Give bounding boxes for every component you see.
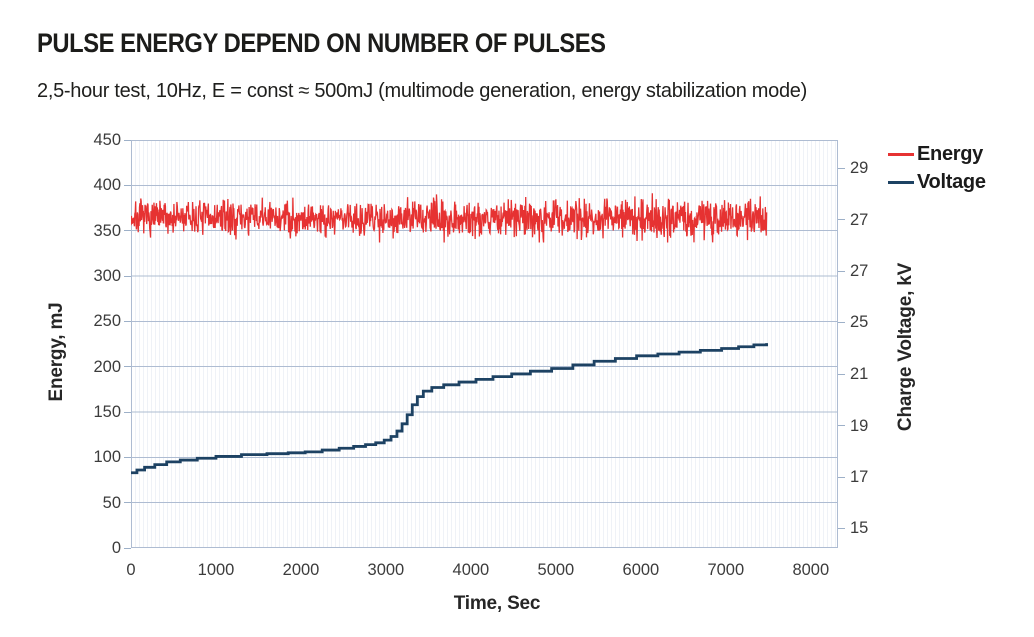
y-left-tick-mark — [124, 139, 131, 141]
y-right-tick-label: 25 — [850, 313, 869, 332]
legend: Energy Voltage — [888, 140, 986, 196]
y-right-tick-mark — [838, 373, 845, 375]
x-tick-label: 7000 — [707, 561, 745, 579]
y-right-tick-mark — [838, 476, 845, 478]
y-right-tick-mark — [838, 321, 845, 323]
y-right-tick-label: 27 — [850, 210, 869, 229]
y-right-tick-label: 17 — [850, 468, 869, 486]
y-left-tick-mark — [124, 366, 131, 368]
x-tick-label: 6000 — [622, 561, 660, 579]
x-tick-label: 4000 — [452, 561, 490, 579]
y-right-axis-title: Charge Voltage, kV — [895, 262, 916, 432]
y-left-tick-label: 400 — [93, 176, 121, 195]
y-right-tick-label: 21 — [850, 365, 869, 384]
chart-title: PULSE ENERGY DEPEND ON NUMBER OF PULSES — [37, 28, 606, 58]
x-tick-label: 1000 — [197, 561, 235, 579]
y-right-tick-mark — [838, 270, 845, 272]
y-right-tick-mark — [838, 219, 845, 221]
y-left-tick-mark — [124, 502, 131, 504]
legend-item-voltage: Voltage — [888, 168, 986, 196]
x-tick-label: 2000 — [282, 561, 320, 579]
y-right-tick-label: 27 — [850, 262, 869, 280]
x-tick-label: 0 — [126, 561, 136, 579]
voltage-line-swatch-icon — [888, 180, 914, 184]
y-left-tick-mark — [124, 320, 131, 322]
y-left-tick-label: 250 — [93, 312, 121, 331]
y-left-tick-label: 100 — [93, 448, 121, 467]
legend-item-energy: Energy — [888, 140, 986, 168]
y-left-tick-label: 200 — [93, 357, 121, 376]
y-left-tick-mark — [124, 456, 131, 458]
chart-subtitle: 2,5-hour test, 10Hz, E = const ≈ 500mJ (… — [37, 80, 807, 102]
x-tick-label: 5000 — [537, 561, 575, 579]
energy-legend-label: Energy — [917, 142, 984, 165]
y-left-tick-mark — [124, 547, 131, 549]
y-left-tick-mark — [124, 411, 131, 413]
y-right-tick-label: 15 — [850, 519, 869, 538]
y-left-tick-mark — [124, 275, 131, 277]
y-left-tick-mark — [124, 184, 131, 186]
y-right-tick-mark — [838, 425, 845, 427]
plot-series-svg — [131, 140, 838, 548]
voltage-legend-label: Voltage — [917, 170, 986, 193]
plot-area — [131, 140, 838, 548]
y-left-tick-label: 0 — [111, 539, 121, 557]
x-tick-label: 8000 — [792, 561, 830, 579]
x-axis-title: Time, Sec — [453, 593, 541, 614]
y-right-tick-mark — [838, 527, 845, 529]
y-left-tick-label: 50 — [102, 493, 121, 512]
y-left-tick-label: 300 — [93, 267, 121, 285]
y-right-tick-mark — [838, 167, 845, 169]
y-left-axis-title: Energy, mJ — [46, 302, 67, 402]
y-right-tick-label: 19 — [850, 416, 869, 435]
y-left-tick-label: 150 — [93, 403, 121, 421]
y-left-tick-label: 350 — [93, 221, 121, 240]
y-left-tick-label: 450 — [93, 131, 121, 149]
y-left-tick-mark — [124, 230, 131, 232]
y-right-tick-label: 29 — [850, 159, 869, 177]
x-tick-label: 3000 — [367, 561, 405, 579]
energy-line-swatch-icon — [888, 152, 914, 156]
